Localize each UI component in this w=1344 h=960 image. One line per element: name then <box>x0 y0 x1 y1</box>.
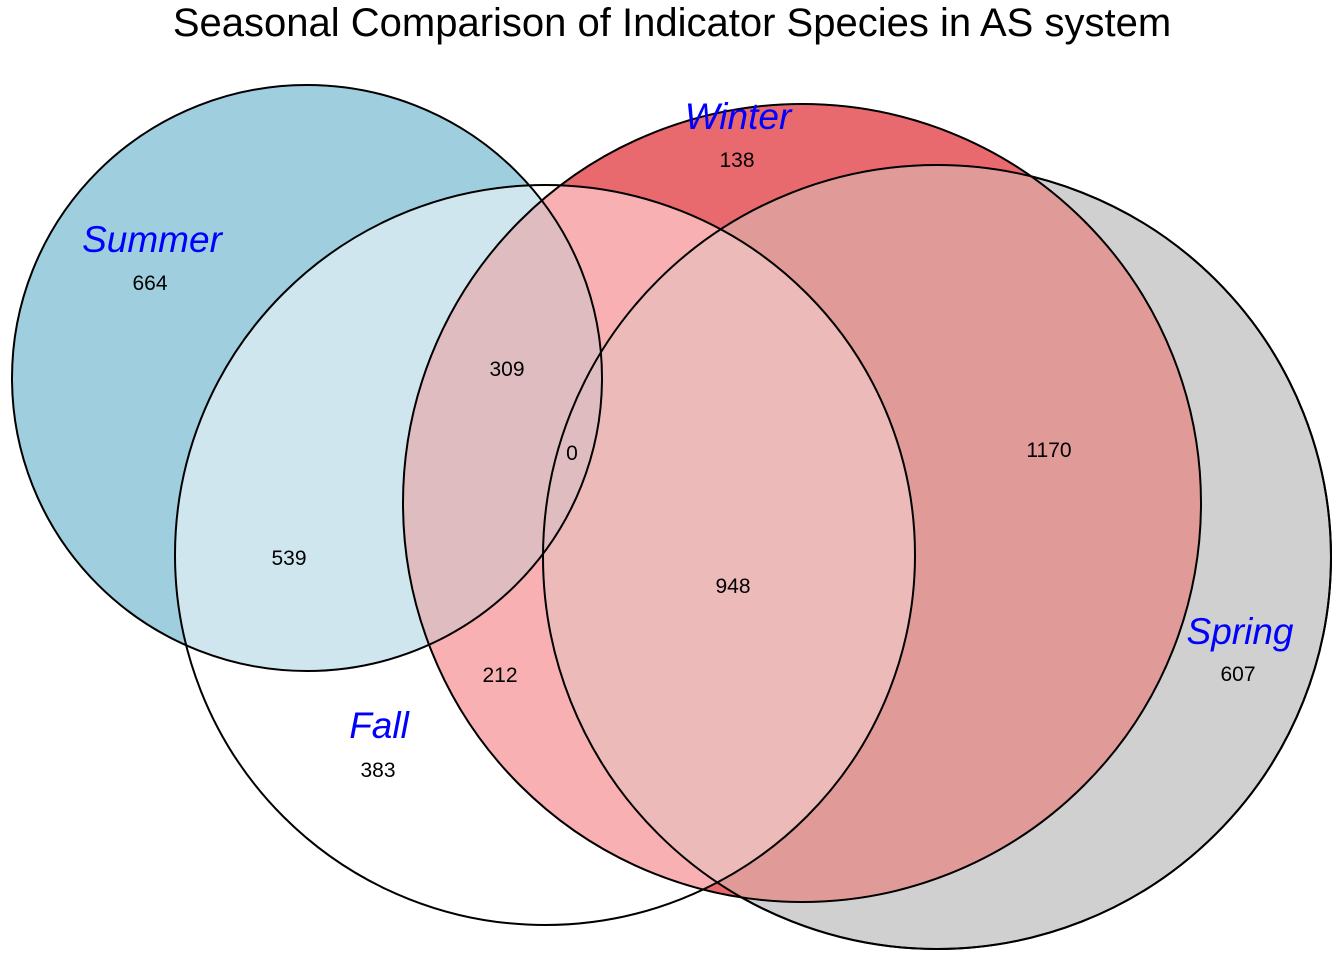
count-winter-spring: 1170 <box>1026 439 1071 462</box>
count-summer-fall-winter: 309 <box>489 358 524 381</box>
count-fall-winter: 212 <box>482 664 517 687</box>
count-spring-only: 607 <box>1220 663 1255 686</box>
count-summer-only: 664 <box>132 272 167 295</box>
spring-outline <box>542 164 1332 950</box>
fall-label: Fall <box>349 705 410 746</box>
circle-outlines <box>11 84 1332 950</box>
summer-outline <box>11 84 603 672</box>
winter-outline <box>402 103 1202 903</box>
spring-label: Spring <box>1187 611 1294 652</box>
count-summer-fall: 539 <box>271 547 306 570</box>
count-all-four: 0 <box>566 442 578 465</box>
summer-label: Summer <box>82 219 223 260</box>
winter-label: Winter <box>685 96 793 137</box>
count-fall-winter-spring: 948 <box>715 575 750 598</box>
fall-outline <box>174 184 916 926</box>
diagram-title: Seasonal Comparison of Indicator Species… <box>173 1 1171 45</box>
count-fall-only: 383 <box>360 759 395 782</box>
count-winter-only: 138 <box>719 149 754 172</box>
